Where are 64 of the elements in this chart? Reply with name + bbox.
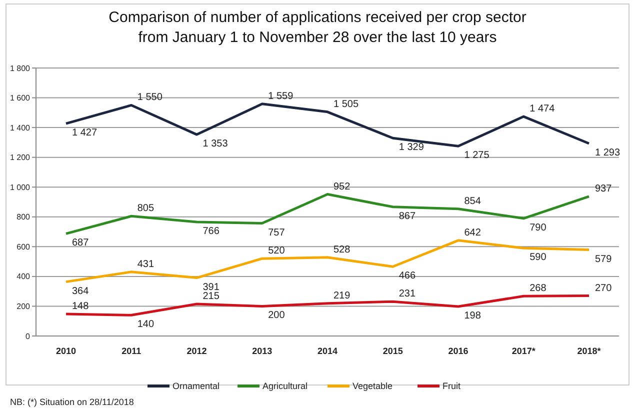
data-label: 1 427 xyxy=(72,128,98,139)
x-tick-label: 2011 xyxy=(122,346,142,356)
chart-subtitle: from January 1 to November 28 over the last 10 years xyxy=(138,29,497,46)
data-label: 590 xyxy=(530,252,547,264)
data-label: 364 xyxy=(72,286,90,297)
data-label: 790 xyxy=(530,222,547,234)
y-tick-label: 800 xyxy=(16,212,31,222)
data-label: 215 xyxy=(202,290,220,302)
x-tick-label: 2014 xyxy=(317,346,338,356)
data-label: 805 xyxy=(137,203,154,214)
x-tick-label: 2015 xyxy=(382,346,403,356)
data-label: 1 353 xyxy=(202,138,228,150)
legend-label: Fruit xyxy=(442,381,461,392)
y-tick-label: 1 800 xyxy=(10,64,31,73)
data-label: 766 xyxy=(202,226,220,237)
data-label: 854 xyxy=(464,196,482,207)
data-label: 391 xyxy=(202,282,220,293)
y-tick-label: 1 400 xyxy=(10,123,31,132)
data-label: 1 293 xyxy=(595,147,620,158)
y-tick-label: 1 200 xyxy=(10,153,31,162)
data-label: 520 xyxy=(268,246,286,257)
data-label: 1 275 xyxy=(464,150,490,162)
data-label: 952 xyxy=(334,181,351,192)
data-label: 937 xyxy=(595,183,612,194)
x-tick-label: 2010 xyxy=(56,346,76,356)
x-tick-label: 2016 xyxy=(448,346,468,356)
chart-title: Comparison of number of applications received per crop sector xyxy=(108,9,526,26)
data-label: 1 474 xyxy=(530,104,556,115)
x-tick-label: 2017* xyxy=(512,346,536,356)
data-label: 219 xyxy=(334,290,351,302)
data-label: 1 559 xyxy=(268,90,294,102)
data-label: 231 xyxy=(398,288,416,300)
x-tick-label: 2018* xyxy=(577,346,602,356)
y-tick-label: 200 xyxy=(16,302,31,312)
data-label: 198 xyxy=(464,310,482,322)
data-label: 579 xyxy=(595,254,612,265)
data-label: 148 xyxy=(72,300,90,312)
legend-label: Agricultural xyxy=(262,381,308,392)
y-tick-label: 600 xyxy=(16,242,31,252)
data-label: 466 xyxy=(398,270,416,282)
line-series xyxy=(64,193,590,235)
data-label: 140 xyxy=(137,319,154,330)
line-series xyxy=(64,239,590,284)
data-label: 200 xyxy=(268,310,286,322)
data-label: 528 xyxy=(334,244,351,256)
x-tick-label: 2013 xyxy=(252,346,272,356)
y-tick-label: 400 xyxy=(16,272,31,282)
x-tick-label: 2012 xyxy=(186,346,207,356)
data-label: 1 505 xyxy=(334,98,359,110)
y-tick-label: 0 xyxy=(26,332,31,341)
data-label: 757 xyxy=(268,227,286,238)
y-tick-label: 1 600 xyxy=(10,94,31,103)
data-label: 431 xyxy=(137,258,154,270)
data-label: 1 329 xyxy=(398,142,424,154)
data-label: 687 xyxy=(72,238,90,249)
data-label: 270 xyxy=(595,282,612,294)
data-label: 268 xyxy=(530,283,547,294)
legend-label: Vegetable xyxy=(352,381,393,392)
text: NB: (*) Situation on 28/11/2018 xyxy=(10,397,134,407)
data-label: 642 xyxy=(464,227,482,238)
y-tick-label: 1 000 xyxy=(10,182,31,192)
data-label: 867 xyxy=(398,210,416,222)
data-label: 1 550 xyxy=(137,92,163,104)
legend-label: Ornamental xyxy=(172,381,220,392)
